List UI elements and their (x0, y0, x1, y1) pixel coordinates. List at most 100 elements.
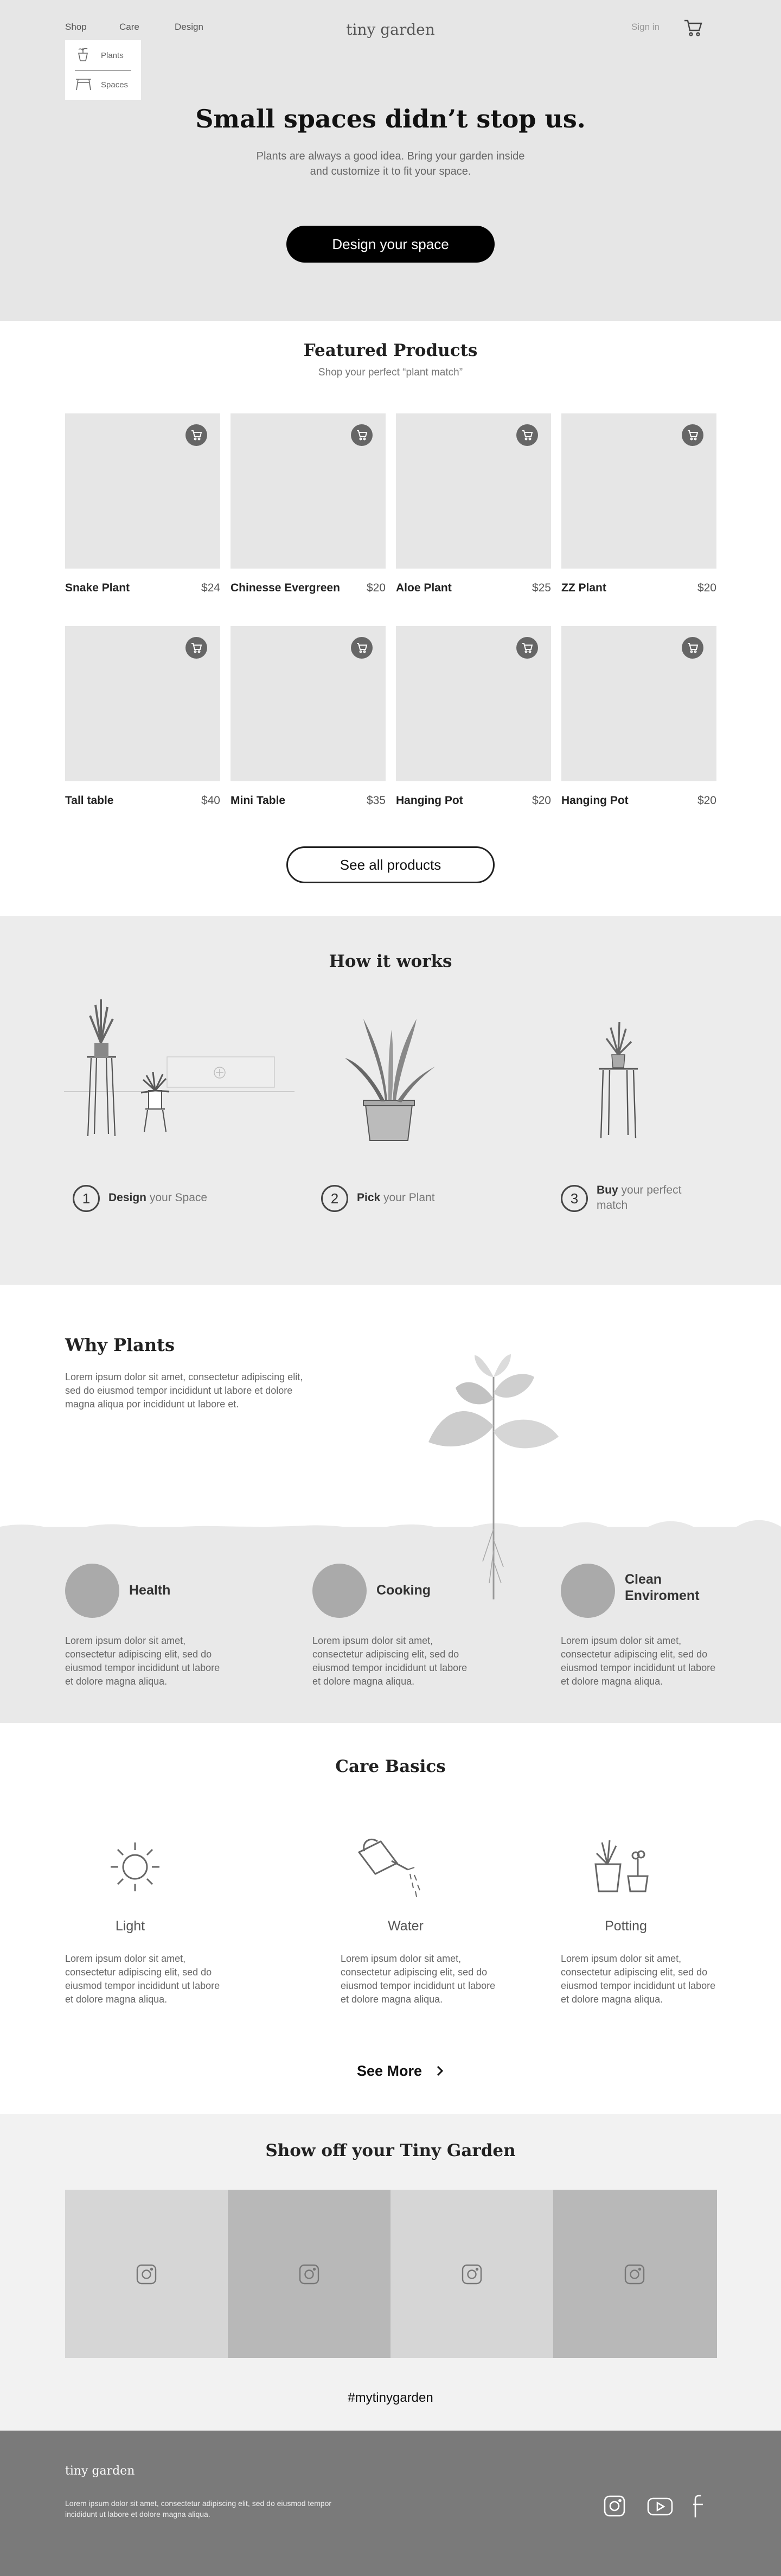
hero-title: Small spaces didn’t stop us. (195, 104, 586, 133)
dropdown-item-plants[interactable]: Plants (101, 51, 124, 60)
instagram-icon[interactable] (603, 2495, 626, 2517)
add-to-cart-icon[interactable] (682, 637, 703, 659)
care-item-title: Light (115, 1918, 145, 1934)
product-price: $20 (366, 582, 386, 594)
cart-icon[interactable] (683, 18, 703, 37)
step-number: 1 (73, 1185, 100, 1212)
product-price: $35 (366, 794, 386, 807)
add-to-cart-icon[interactable] (351, 637, 373, 659)
nav-design[interactable]: Design (175, 22, 203, 32)
facebook-icon[interactable] (692, 2494, 705, 2518)
instagram-tile[interactable] (553, 2190, 717, 2358)
product-name[interactable]: Tall table (65, 794, 114, 807)
nav-care[interactable]: Care (119, 22, 139, 32)
why-plants-section: Why Plants Lorem ipsum dolor sit amet, c… (0, 1285, 781, 1723)
step-number: 2 (321, 1185, 348, 1212)
chevron-right-icon (437, 2065, 443, 2076)
sign-in-link[interactable]: Sign in (631, 22, 660, 32)
step-text: Buy your perfect match (597, 1183, 683, 1213)
table-icon (76, 79, 91, 91)
hero-section: Shop Care Design tiny garden Sign in Pla… (0, 0, 781, 321)
featured-title: Featured Products (303, 341, 478, 360)
step-keyword: Design (108, 1191, 147, 1204)
plant-pot-icon (78, 48, 88, 61)
hero-subtitle: Plants are always a good idea. Bring you… (256, 150, 525, 177)
nav-shop[interactable]: Shop (65, 22, 87, 32)
step-rest: your Plant (380, 1191, 435, 1204)
benefit-text: Lorem ipsum dolor sit amet, consectetur … (65, 1635, 220, 1687)
featured-subtitle: Shop your perfect “plant match” (318, 367, 463, 378)
benefit-title: Cooking (376, 1583, 431, 1598)
product-price: $20 (697, 582, 716, 594)
product-name[interactable]: Snake Plant (65, 582, 130, 594)
product-price: $20 (532, 794, 551, 807)
site-logo[interactable]: tiny garden (346, 21, 435, 39)
hashtag-text: #mytinygarden (348, 2390, 433, 2405)
instagram-icon (462, 2264, 482, 2285)
design-space-illustration (64, 999, 295, 1137)
benefit-title: Health (129, 1583, 171, 1598)
add-to-cart-icon[interactable] (185, 424, 207, 446)
care-item-text: Lorem ipsum dolor sit amet, consectetur … (65, 1953, 220, 2005)
footer-logo[interactable]: tiny garden (65, 2464, 135, 2478)
see-all-products-button[interactable]: See all products (286, 846, 495, 883)
instagram-tile[interactable] (65, 2190, 228, 2358)
step-number: 3 (561, 1185, 588, 1212)
sun-icon (111, 1842, 159, 1891)
product-price: $40 (201, 794, 220, 807)
product-name[interactable]: Aloe Plant (396, 582, 452, 594)
add-to-cart-icon[interactable] (185, 637, 207, 659)
product-name[interactable]: ZZ Plant (561, 582, 606, 594)
product-name[interactable]: Chinesse Evergreen (231, 582, 340, 594)
benefit-image (312, 1564, 367, 1618)
show-title: Show off your Tiny Garden (265, 2141, 516, 2160)
care-item-text: Lorem ipsum dolor sit amet, consectetur … (561, 1953, 716, 2005)
dropdown-divider (75, 70, 131, 71)
instagram-tile[interactable] (228, 2190, 390, 2358)
product-price: $25 (532, 582, 551, 594)
product-price: $24 (201, 582, 220, 594)
care-basics-section: Care Basics Light Lorem ipsum dolor sit a… (0, 1723, 781, 2114)
show-off-section: Show off your Tiny Garden #mytinygarden (0, 2114, 781, 2431)
benefit-image (561, 1564, 615, 1618)
footer-text: Lorem ipsum dolor sit amet, consectetur … (65, 2499, 332, 2518)
step-text: Design your Space (108, 1190, 207, 1206)
product-name[interactable]: Mini Table (231, 794, 286, 807)
care-item-title: Potting (605, 1918, 647, 1934)
step-text: Pick your Plant (357, 1190, 435, 1206)
snake-plant-illustration (345, 1019, 435, 1141)
product-price: $20 (697, 794, 716, 807)
step-keyword: Buy (597, 1184, 618, 1196)
add-to-cart-icon[interactable] (516, 424, 538, 446)
care-item-text: Lorem ipsum dolor sit amet, consectetur … (341, 1953, 496, 2005)
see-more-link[interactable]: See More (357, 2063, 444, 2080)
benefit-title: Clean Enviroment (625, 1572, 700, 1603)
benefit-text: Lorem ipsum dolor sit amet, consectetur … (312, 1635, 468, 1687)
instagram-icon (624, 2264, 645, 2285)
why-text: Lorem ipsum dolor sit amet, consectetur … (65, 1372, 303, 1410)
instagram-icon (136, 2264, 157, 2285)
featured-products-section: Featured Products Shop your perfect “pla… (0, 321, 781, 916)
product-name[interactable]: Hanging Pot (561, 794, 629, 807)
step-keyword: Pick (357, 1191, 381, 1204)
add-to-cart-icon[interactable] (682, 424, 703, 446)
instagram-tile[interactable] (390, 2190, 553, 2358)
dropdown-item-spaces[interactable]: Spaces (101, 80, 129, 90)
torn-edge-divider (0, 1520, 781, 1532)
step-rest: your perfect match (597, 1184, 682, 1212)
product-name[interactable]: Hanging Pot (396, 794, 463, 807)
benefit-image (65, 1564, 119, 1618)
youtube-icon[interactable] (646, 2497, 674, 2516)
benefit-text: Lorem ipsum dolor sit amet, consectetur … (561, 1635, 716, 1687)
benefits-band (0, 1520, 781, 1723)
step-rest: your Space (146, 1191, 208, 1204)
tall-stand-illustration (599, 1022, 638, 1139)
how-it-works-section: How it works 1 Design your Space 2 Pick you… (0, 916, 781, 1285)
why-title: Why Plants (65, 1335, 175, 1355)
how-title: How it works (329, 952, 452, 971)
instagram-icon (299, 2264, 319, 2285)
add-to-cart-icon[interactable] (351, 424, 373, 446)
design-your-space-button[interactable]: Design your space (286, 226, 495, 263)
add-to-cart-icon[interactable] (516, 637, 538, 659)
site-footer: tiny garden Lorem ipsum dolor sit amet, … (0, 2431, 781, 2576)
